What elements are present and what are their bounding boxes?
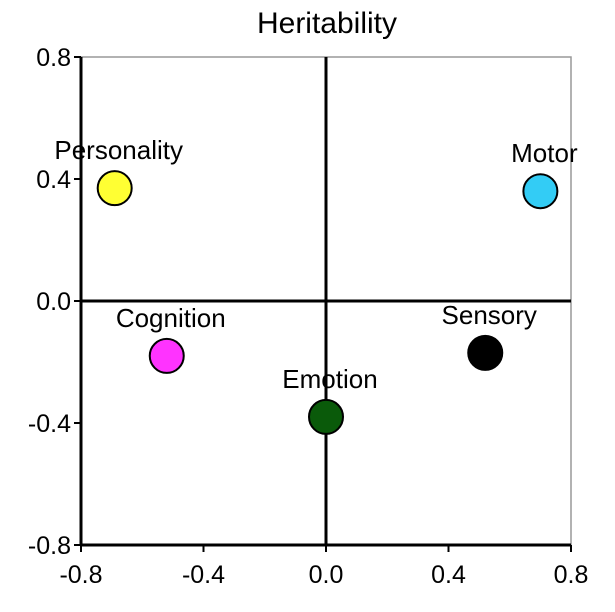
point-personality bbox=[96, 170, 133, 207]
y-tick-label: -0.8 bbox=[28, 532, 71, 560]
data-points: Personality Motor Cognition Sensory Emotion bbox=[54, 135, 578, 435]
tick-labels: -0.8 -0.4 0.0 0.4 0.8 0.8 0.4 0.0 -0.4 -0.8 bbox=[28, 44, 588, 589]
x-tick-label: 0.0 bbox=[309, 561, 344, 589]
x-tick-label: 0.4 bbox=[431, 561, 466, 589]
point-cognition bbox=[148, 337, 185, 374]
point-label-cognition: Cognition bbox=[116, 303, 226, 333]
point-label-emotion: Emotion bbox=[282, 364, 377, 394]
x-tick-label: 0.8 bbox=[554, 561, 589, 589]
point-label-personality: Personality bbox=[54, 135, 183, 165]
x-tick-label: -0.4 bbox=[182, 561, 225, 589]
y-tick-label: 0.0 bbox=[36, 288, 71, 316]
y-tick-label: 0.4 bbox=[36, 166, 71, 194]
y-tick-label: 0.8 bbox=[36, 44, 71, 72]
point-motor bbox=[522, 173, 559, 210]
chart-title: Heritability bbox=[257, 7, 397, 40]
y-tick-label: -0.4 bbox=[28, 410, 71, 438]
point-label-motor: Motor bbox=[511, 138, 578, 168]
point-sensory bbox=[467, 334, 504, 371]
x-tick-label: -0.8 bbox=[59, 561, 102, 589]
point-label-sensory: Sensory bbox=[442, 300, 537, 330]
point-emotion bbox=[308, 398, 344, 435]
